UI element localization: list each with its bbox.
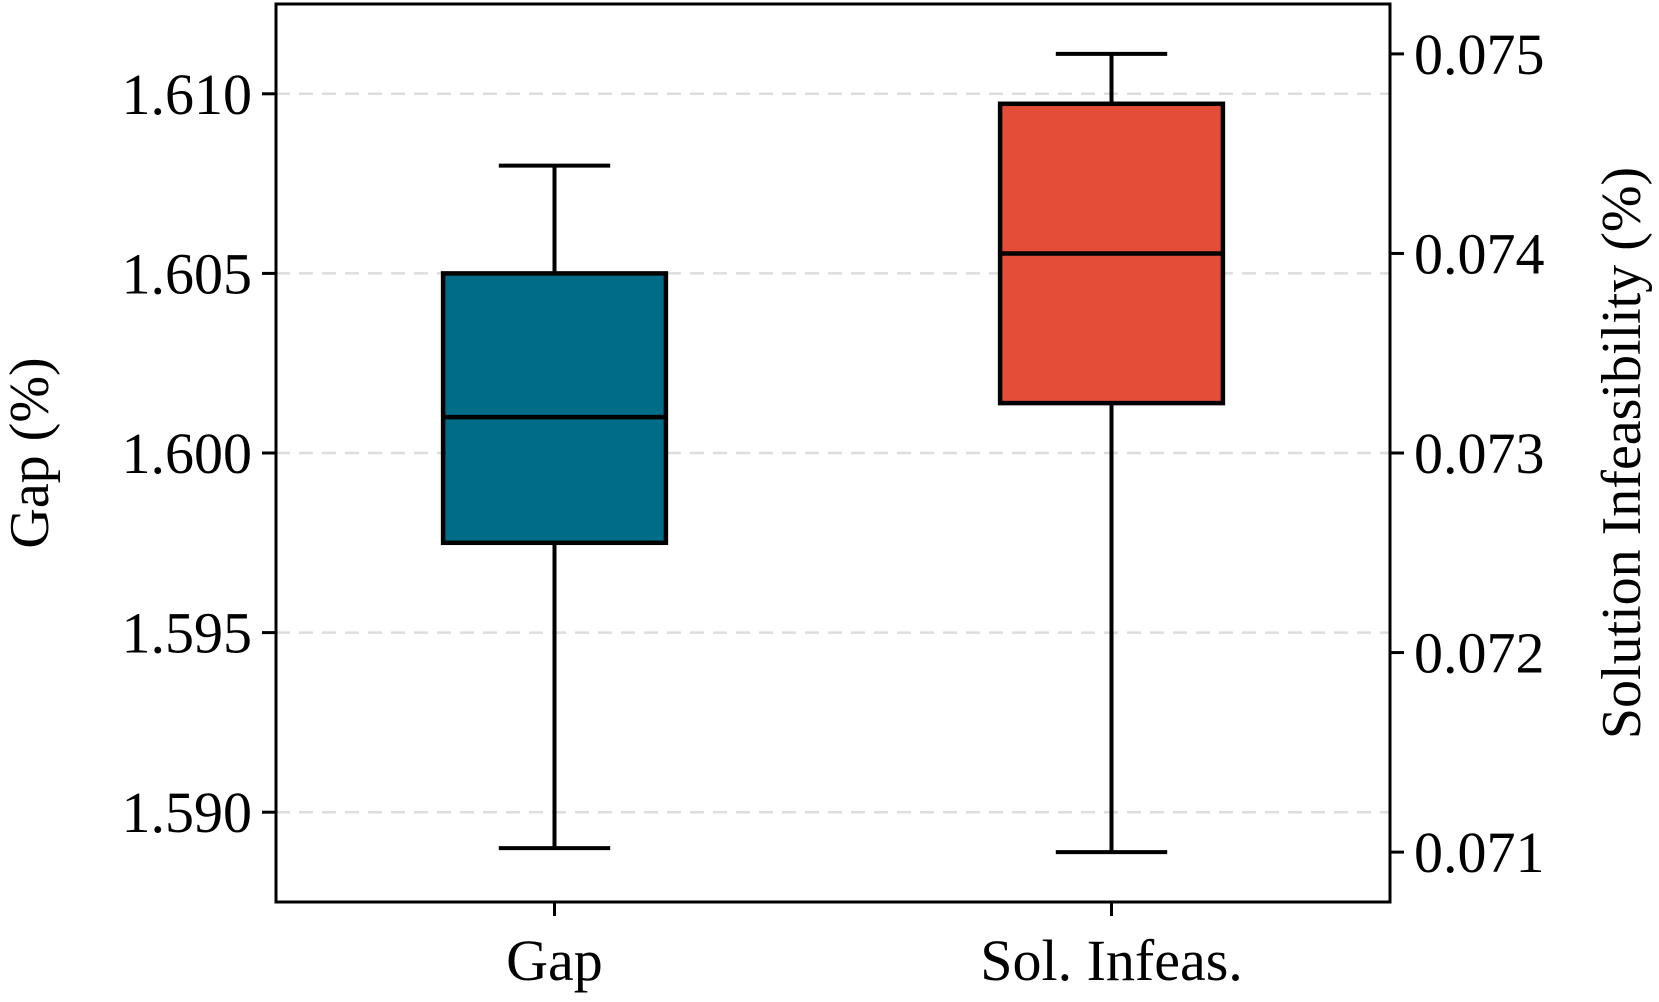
box-group-0	[440, 163, 669, 851]
left-tick-label-4: 1.610	[122, 62, 253, 127]
right-tick-label-1: 0.072	[1414, 621, 1545, 686]
box-0	[440, 271, 669, 546]
right-tick-label-0: 0.071	[1414, 820, 1545, 885]
left-axis-title: Gap (%)	[0, 357, 61, 548]
left-tick-label-1: 1.595	[122, 601, 253, 666]
box-group-1	[997, 51, 1226, 855]
right-tick-label-4: 0.075	[1414, 22, 1545, 87]
left-tick-label-3: 1.605	[122, 241, 253, 306]
category-label-1: Sol. Infeas.	[980, 928, 1243, 993]
category-label-0: Gap	[506, 928, 603, 993]
right-tick-label-2: 0.073	[1414, 421, 1545, 486]
left-tick-label-2: 1.600	[122, 421, 253, 486]
right-tick-label-3: 0.074	[1414, 221, 1545, 286]
left-tick-label-0: 1.590	[122, 780, 253, 845]
box-layer	[440, 51, 1226, 855]
axis-layer: 1.590 1.595 1.600 1.605 1.610 0.071 0.072 0.073…	[122, 22, 1545, 993]
right-axis-title: Solution Infeasibility (%)	[1591, 167, 1653, 739]
